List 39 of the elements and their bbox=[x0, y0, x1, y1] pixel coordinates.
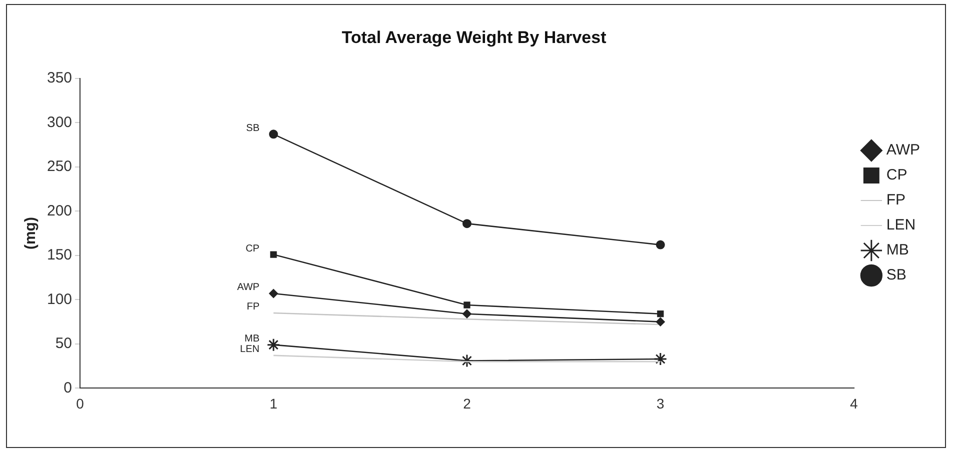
y-axis-title: (mg) bbox=[22, 217, 40, 250]
text: CP bbox=[246, 243, 260, 254]
point bbox=[656, 317, 665, 326]
y-tick-label: 300 bbox=[46, 114, 72, 131]
x-tick-label: 1 bbox=[270, 395, 278, 412]
point bbox=[464, 302, 470, 308]
text: FP bbox=[246, 302, 260, 313]
y-tick-label: 350 bbox=[46, 70, 72, 87]
legend-label: SB bbox=[886, 266, 906, 284]
y-tick-label: 250 bbox=[46, 158, 72, 176]
x-tick-label: 4 bbox=[850, 395, 858, 412]
text: SB bbox=[246, 122, 260, 134]
y-tick-label: 100 bbox=[46, 290, 72, 308]
point bbox=[462, 219, 472, 228]
point bbox=[462, 309, 472, 318]
legend-label: LEN bbox=[886, 216, 916, 234]
point bbox=[657, 310, 664, 318]
point bbox=[654, 352, 668, 366]
x-tick-label: 2 bbox=[463, 395, 472, 412]
point bbox=[270, 251, 277, 258]
y-tick-label: 150 bbox=[46, 246, 72, 264]
point bbox=[266, 338, 280, 352]
text: AWP bbox=[237, 282, 260, 294]
text: MB bbox=[244, 334, 260, 345]
legend-label: FP bbox=[886, 192, 906, 209]
x-tick-label: 0 bbox=[76, 395, 84, 412]
y-tick-label: 50 bbox=[55, 335, 72, 352]
legend-label: AWP bbox=[886, 142, 920, 159]
point bbox=[656, 240, 665, 250]
legend-label: MB bbox=[886, 242, 909, 259]
legend-label: CP bbox=[886, 166, 908, 184]
x-tick-label: 3 bbox=[656, 395, 665, 412]
y-tick-label: 200 bbox=[46, 202, 72, 220]
text: LEN bbox=[240, 344, 260, 356]
point bbox=[268, 288, 278, 298]
y-tick-label: 0 bbox=[64, 379, 72, 396]
point bbox=[460, 354, 474, 368]
point bbox=[268, 130, 278, 139]
chart-title: Total Average Weight By Harvest bbox=[342, 28, 607, 47]
